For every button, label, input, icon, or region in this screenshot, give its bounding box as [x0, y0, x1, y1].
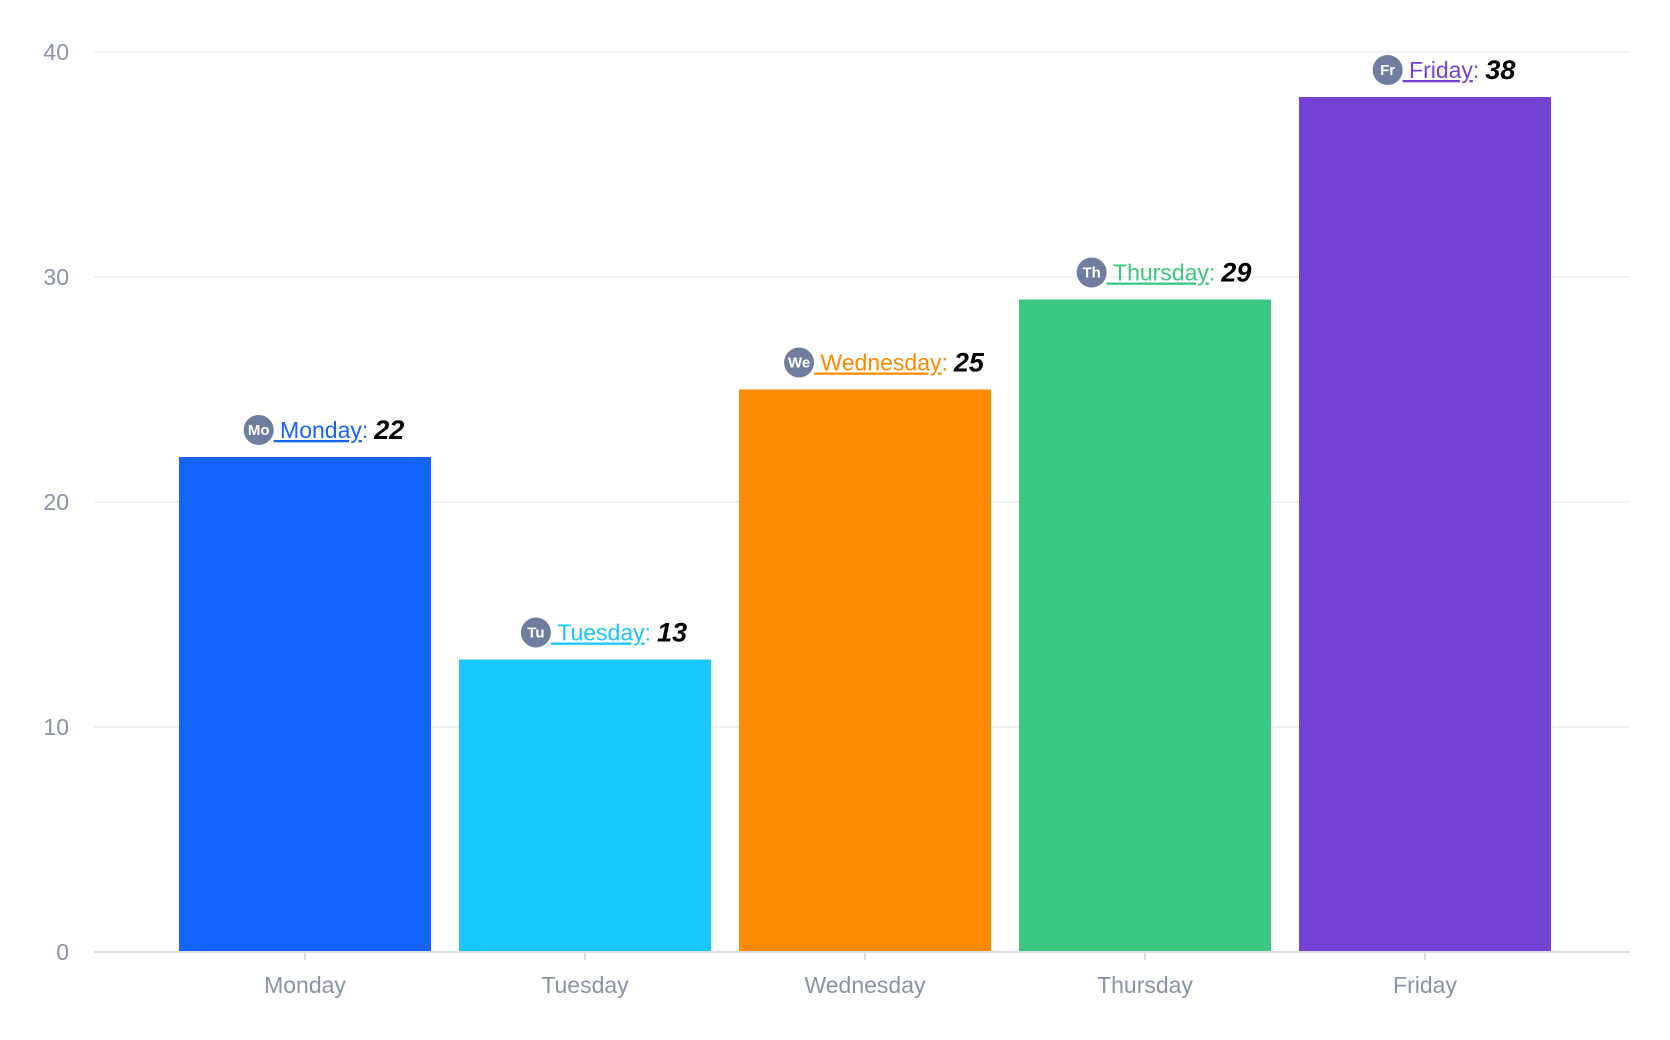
- day-avatar-text: Mo: [248, 422, 270, 439]
- x-tick-label: Wednesday: [804, 972, 926, 998]
- day-avatar-icon: [1372, 55, 1403, 85]
- data-label-name: Wednesday: [814, 350, 942, 376]
- bar-tuesday: [459, 659, 711, 952]
- data-label-name: Friday: [1403, 57, 1474, 83]
- bar-wednesday: [739, 389, 991, 952]
- data-label-colon: :: [1209, 260, 1215, 286]
- y-tick-label: 30: [43, 264, 69, 290]
- bar-monday: [179, 457, 431, 952]
- y-tick-label: 0: [56, 939, 69, 965]
- x-tick-label: Thursday: [1097, 972, 1193, 998]
- day-avatar-text: We: [788, 355, 810, 372]
- data-label-name: Thursday: [1107, 260, 1210, 286]
- data-label-value: 38: [1485, 55, 1515, 85]
- data-label-name: Tuesday: [551, 620, 645, 646]
- data-label-colon: :: [645, 620, 651, 646]
- bar-thursday: [1019, 299, 1271, 952]
- day-avatar-text: Fr: [1380, 62, 1395, 79]
- y-tick-label: 20: [43, 489, 69, 515]
- day-avatar-icon: [1076, 257, 1107, 288]
- data-label-value: 13: [657, 618, 687, 648]
- day-avatar-icon: [520, 617, 551, 648]
- data-label-value: 22: [373, 415, 404, 445]
- day-avatar-icon: [784, 347, 815, 378]
- data-label-colon: :: [362, 417, 368, 443]
- data-label-colon: :: [942, 350, 948, 376]
- day-avatar-icon: [243, 415, 274, 445]
- day-avatar-text: Tu: [527, 625, 544, 642]
- x-tick-label: Tuesday: [541, 972, 629, 998]
- x-tick-label: Monday: [264, 972, 346, 998]
- bar-friday: [1299, 97, 1551, 952]
- data-label-value: 25: [953, 348, 985, 378]
- data-label-value: 29: [1220, 258, 1251, 288]
- data-label-colon: :: [1473, 57, 1479, 83]
- y-tick-label: 40: [43, 39, 69, 65]
- y-tick-label: 10: [43, 714, 69, 740]
- x-tick-label: Friday: [1393, 972, 1457, 998]
- day-avatar-text: Th: [1082, 265, 1100, 282]
- data-label-name: Monday: [274, 417, 363, 443]
